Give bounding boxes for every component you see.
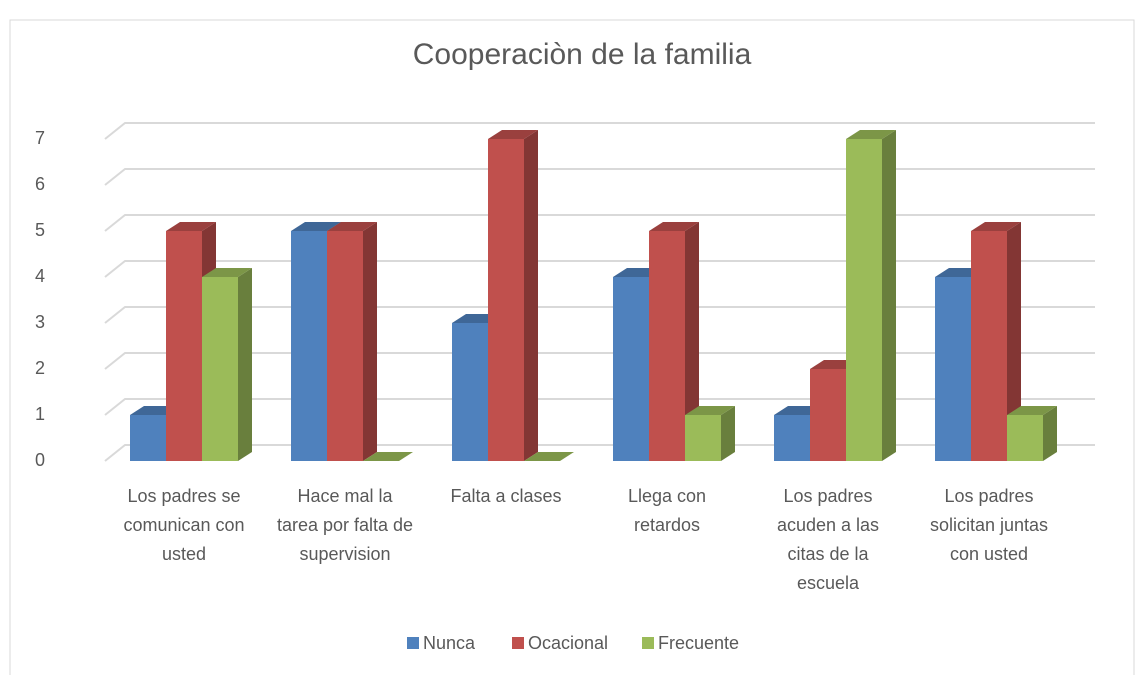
bar-top xyxy=(291,222,341,231)
bar-front xyxy=(649,231,685,461)
bar-front xyxy=(130,415,166,461)
y-tick-label: 2 xyxy=(35,358,45,378)
bar-front xyxy=(774,415,810,461)
bar-top xyxy=(327,222,377,231)
grid-line xyxy=(104,260,1095,278)
bar-side xyxy=(1043,406,1057,461)
bar-top xyxy=(166,222,216,231)
grid-line xyxy=(104,398,1095,416)
y-tick-label: 5 xyxy=(35,220,45,240)
bar-front xyxy=(685,415,721,461)
x-tick-label: Los padres solicitan juntas con usted xyxy=(929,486,1049,564)
y-tick-label: 7 xyxy=(35,128,45,148)
bar-front xyxy=(1007,415,1043,461)
bar-front xyxy=(935,277,971,461)
bar-side xyxy=(524,130,538,461)
bar-top xyxy=(524,452,574,461)
bar-side xyxy=(882,130,896,461)
x-tick-label: Los padres se comunican con usted xyxy=(123,486,245,564)
legend-label: Nunca xyxy=(423,633,476,653)
bar-front xyxy=(613,277,649,461)
bar-front xyxy=(488,139,524,461)
legend-label: Frecuente xyxy=(658,633,739,653)
bar-top xyxy=(846,130,896,139)
legend-swatch xyxy=(512,637,524,649)
bar-front xyxy=(971,231,1007,461)
bar-front xyxy=(202,277,238,461)
bar-side xyxy=(363,222,377,461)
legend-label: Ocacional xyxy=(528,633,608,653)
x-tick-label: Falta a clases xyxy=(450,486,562,506)
bar-top xyxy=(1007,406,1057,415)
bar-side xyxy=(238,268,252,461)
y-tick-label: 6 xyxy=(35,174,45,194)
y-tick-label: 1 xyxy=(35,404,45,424)
x-tick-label: Hace mal la tarea por falta de supervisi… xyxy=(276,486,414,564)
legend-swatch xyxy=(642,637,654,649)
grid-line xyxy=(104,444,1095,462)
grid-line xyxy=(104,168,1095,186)
bar-side xyxy=(1007,222,1021,461)
bar-front xyxy=(810,369,846,461)
bar-side xyxy=(721,406,735,461)
grid-line xyxy=(104,352,1095,370)
legend-swatch xyxy=(407,637,419,649)
bar-side xyxy=(685,222,699,461)
bar-top xyxy=(971,222,1021,231)
bar-front xyxy=(327,231,363,461)
bar-top xyxy=(488,130,538,139)
x-tick-label: Llega con retardos xyxy=(627,486,707,535)
bar-top xyxy=(649,222,699,231)
bar-top xyxy=(202,268,252,277)
bar-front xyxy=(846,139,882,461)
y-tick-label: 0 xyxy=(35,450,45,470)
bar-top xyxy=(363,452,413,461)
y-tick-label: 4 xyxy=(35,266,45,286)
bar-front xyxy=(452,323,488,461)
grid-line xyxy=(104,214,1095,232)
y-tick-label: 3 xyxy=(35,312,45,332)
x-tick-label: Los padres acuden a las citas de la escu… xyxy=(776,486,880,593)
bar-front xyxy=(166,231,202,461)
chart-title: Cooperaciòn de la familia xyxy=(413,38,752,71)
bar-top xyxy=(685,406,735,415)
grid-line xyxy=(104,306,1095,324)
grid-line xyxy=(104,122,1095,140)
bar-front xyxy=(291,231,327,461)
